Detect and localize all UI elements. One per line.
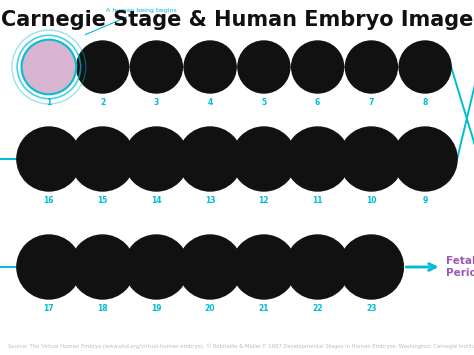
Circle shape [339, 235, 403, 299]
Circle shape [393, 127, 457, 191]
Text: 21: 21 [259, 304, 269, 313]
Circle shape [292, 41, 344, 93]
Circle shape [286, 127, 350, 191]
Circle shape [23, 41, 75, 93]
Circle shape [399, 41, 451, 93]
Circle shape [339, 127, 403, 191]
Circle shape [178, 127, 242, 191]
Circle shape [71, 127, 135, 191]
Circle shape [286, 235, 350, 299]
Text: 20: 20 [205, 304, 215, 313]
Text: 17: 17 [44, 304, 54, 313]
Text: 4: 4 [208, 98, 213, 107]
Text: A human being begins: A human being begins [85, 8, 177, 35]
Text: 1: 1 [46, 98, 52, 107]
Text: 7: 7 [369, 98, 374, 107]
Text: 12: 12 [259, 196, 269, 205]
Text: 14: 14 [151, 196, 162, 205]
Circle shape [77, 41, 128, 93]
Text: 10: 10 [366, 196, 377, 205]
Circle shape [124, 127, 188, 191]
Text: Carnegie Stage & Human Embryo Image: Carnegie Stage & Human Embryo Image [1, 10, 473, 30]
Text: Fetal
Period: Fetal Period [447, 256, 474, 278]
Text: Source: The Virtual Human Embryo (www.ehd.org/virtual-human-embryo), © Robitaill: Source: The Virtual Human Embryo (www.eh… [8, 343, 474, 349]
Text: 6: 6 [315, 98, 320, 107]
Text: 16: 16 [44, 196, 54, 205]
Text: 15: 15 [98, 196, 108, 205]
Text: 13: 13 [205, 196, 215, 205]
Text: 8: 8 [422, 98, 428, 107]
Circle shape [17, 127, 81, 191]
Circle shape [71, 235, 135, 299]
Circle shape [178, 235, 242, 299]
Text: 3: 3 [154, 98, 159, 107]
Circle shape [184, 41, 236, 93]
Circle shape [17, 235, 81, 299]
Text: 22: 22 [312, 304, 323, 313]
Text: 5: 5 [261, 98, 266, 107]
Circle shape [124, 235, 188, 299]
Circle shape [232, 235, 296, 299]
Text: 11: 11 [312, 196, 323, 205]
Text: 23: 23 [366, 304, 377, 313]
Text: 2: 2 [100, 98, 105, 107]
Circle shape [346, 41, 397, 93]
Text: 9: 9 [422, 196, 428, 205]
Circle shape [130, 41, 182, 93]
Circle shape [232, 127, 296, 191]
Circle shape [238, 41, 290, 93]
Text: 19: 19 [151, 304, 162, 313]
Text: 18: 18 [97, 304, 108, 313]
